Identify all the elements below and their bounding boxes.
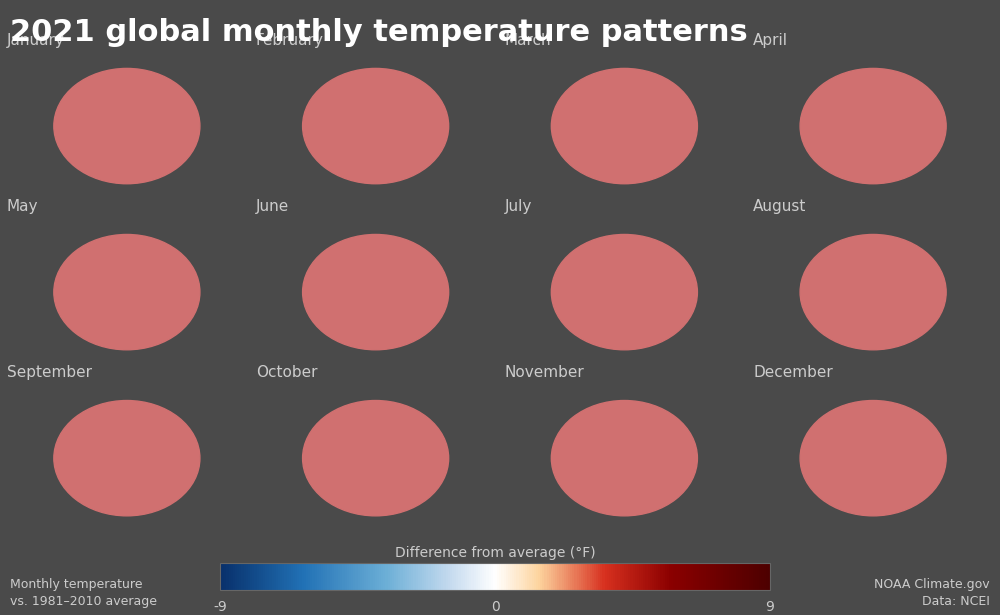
- Text: September: September: [7, 365, 92, 380]
- Text: June: June: [256, 199, 289, 214]
- Text: October: October: [256, 365, 317, 380]
- Ellipse shape: [551, 400, 697, 516]
- Text: July: July: [504, 199, 532, 214]
- Ellipse shape: [54, 400, 200, 516]
- Text: November: November: [504, 365, 584, 380]
- Text: January: January: [7, 33, 65, 48]
- Ellipse shape: [54, 234, 200, 350]
- Ellipse shape: [800, 234, 946, 350]
- Title: Difference from average (°F): Difference from average (°F): [395, 546, 595, 560]
- Ellipse shape: [800, 400, 946, 516]
- Text: April: April: [753, 33, 788, 48]
- Ellipse shape: [303, 234, 449, 350]
- Text: May: May: [7, 199, 38, 214]
- Text: August: August: [753, 199, 807, 214]
- Text: March: March: [504, 33, 551, 48]
- Ellipse shape: [303, 400, 449, 516]
- Text: 2021 global monthly temperature patterns: 2021 global monthly temperature patterns: [10, 18, 748, 47]
- Text: December: December: [753, 365, 833, 380]
- Ellipse shape: [551, 234, 697, 350]
- Ellipse shape: [551, 68, 697, 184]
- Ellipse shape: [303, 68, 449, 184]
- Ellipse shape: [54, 68, 200, 184]
- Ellipse shape: [800, 68, 946, 184]
- Text: Monthly temperature
vs. 1981–2010 average: Monthly temperature vs. 1981–2010 averag…: [10, 578, 157, 608]
- Text: NOAA Climate.gov
Data: NCEI: NOAA Climate.gov Data: NCEI: [874, 578, 990, 608]
- Text: February: February: [256, 33, 324, 48]
